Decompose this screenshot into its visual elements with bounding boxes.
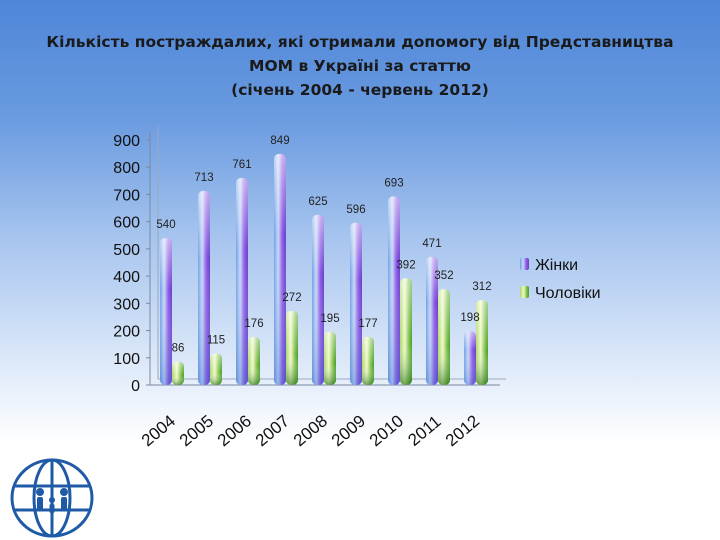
data-label: 540 [156, 219, 175, 231]
bar-men-shade [210, 353, 222, 385]
bar-women-shade [350, 222, 362, 385]
data-label: 625 [308, 196, 327, 208]
title-line-2: МОМ в Україні за статтю [249, 57, 471, 75]
data-label: 471 [422, 238, 441, 250]
data-label: 713 [194, 172, 213, 184]
data-label: 352 [434, 270, 453, 282]
bar-women-shade [160, 238, 172, 385]
data-label: 312 [472, 281, 491, 293]
bar-women-shade [274, 153, 286, 385]
y-tick-label: 800 [113, 160, 140, 177]
chart-title: Кількість постраждалих, які отримали доп… [40, 30, 680, 102]
x-tick-label: 2012 [442, 411, 483, 450]
data-label: 392 [396, 259, 415, 271]
y-tick-label: 100 [113, 351, 140, 368]
bar-men-shade [248, 337, 260, 385]
bar-men-shade [438, 289, 450, 385]
bar-women-shade [236, 177, 248, 385]
bar-women-shade [426, 256, 438, 385]
data-label: 849 [270, 135, 289, 147]
bar-men-shade [172, 361, 184, 385]
bar-women-shade [388, 196, 400, 385]
legend-swatch [520, 286, 529, 298]
y-tick-label: 200 [113, 324, 140, 341]
data-label: 198 [460, 312, 479, 324]
iom-logo-icon [10, 458, 94, 538]
data-label: 86 [172, 343, 185, 355]
chart-axes: 0 100 200 300 400 500 600 700 800 900 [113, 126, 506, 395]
y-tick-label: 300 [113, 296, 140, 313]
legend-label: Чоловіки [535, 285, 601, 302]
bar-men-shade [476, 300, 488, 385]
x-tick-label: 2008 [290, 411, 331, 450]
bar-men-shade [324, 331, 336, 385]
chart-legend: Жінки Чоловіки [520, 257, 601, 302]
chart-bars [160, 153, 488, 385]
data-label: 195 [320, 313, 339, 325]
data-label: 177 [358, 318, 377, 330]
x-tick-label: 2007 [252, 411, 293, 450]
y-tick-label: 700 [113, 187, 140, 204]
title-line-3: (січень 2004 - червень 2012) [231, 81, 489, 99]
x-tick-label: 2009 [328, 411, 369, 450]
bar-women-shade [464, 331, 476, 385]
x-tick-label: 2005 [176, 411, 217, 450]
bar-chart: 0 100 200 300 400 500 600 700 800 900 540 86 2004 71… [113, 126, 601, 450]
bar-women-shade [312, 214, 324, 385]
data-label: 761 [232, 159, 251, 171]
x-tick-label: 2006 [214, 411, 255, 450]
data-label: 596 [346, 204, 365, 216]
legend-swatch [520, 258, 529, 270]
y-tick-label: 400 [113, 269, 140, 286]
data-label: 115 [207, 335, 225, 347]
x-tick-label: 2011 [404, 412, 444, 450]
y-tick-label: 600 [113, 215, 140, 232]
bar-women-shade [198, 190, 210, 385]
data-label: 176 [244, 318, 263, 330]
y-tick-label: 0 [131, 378, 140, 395]
bar-men-shade [400, 278, 412, 385]
x-tick-label: 2004 [138, 411, 179, 450]
data-label: 272 [282, 292, 301, 304]
bar-men-shade [286, 310, 298, 385]
title-line-1: Кількість постраждалих, які отримали доп… [46, 33, 674, 51]
y-tick-label: 900 [113, 133, 140, 150]
y-tick-label: 500 [113, 242, 140, 259]
bar-men-shade [362, 336, 374, 385]
data-label: 693 [384, 177, 403, 189]
legend-label: Жінки [535, 257, 578, 274]
x-tick-label: 2010 [366, 411, 407, 450]
